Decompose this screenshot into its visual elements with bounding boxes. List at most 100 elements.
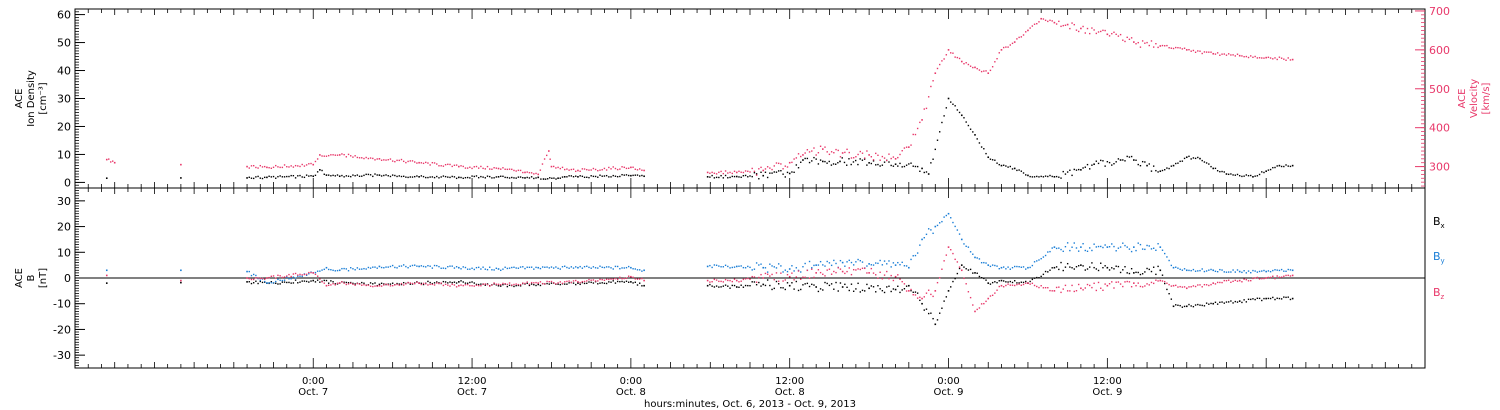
bz-point xyxy=(427,284,429,286)
bx-point xyxy=(1100,262,1102,264)
bx-point xyxy=(361,281,363,284)
bz-point xyxy=(1214,283,1217,285)
density-point xyxy=(453,176,456,178)
velocity-point xyxy=(1170,47,1173,49)
by-point xyxy=(321,269,323,271)
by-point xyxy=(555,266,557,268)
by-point xyxy=(1250,272,1252,274)
bz-point xyxy=(1089,284,1091,287)
velocity-point xyxy=(599,169,601,171)
velocity-point xyxy=(429,164,431,166)
by-point xyxy=(859,259,861,262)
bx-point xyxy=(1254,298,1256,301)
by-point xyxy=(533,268,535,270)
bz-point xyxy=(1082,289,1084,291)
velocity-point xyxy=(1106,33,1109,36)
bx-point xyxy=(1075,266,1078,268)
density-point xyxy=(325,174,328,176)
bz-point xyxy=(314,273,317,276)
density-point xyxy=(255,176,257,178)
bz-point xyxy=(1225,279,1228,282)
velocity-point xyxy=(1201,52,1203,55)
density-point xyxy=(455,177,458,180)
bx-point xyxy=(943,300,945,302)
bz-point xyxy=(264,278,266,281)
velocity-point xyxy=(861,152,864,154)
by-point xyxy=(541,266,544,268)
density-point xyxy=(614,175,617,177)
bx-point xyxy=(1007,281,1009,283)
by-point xyxy=(601,266,603,269)
bx-point xyxy=(1066,262,1069,265)
density-point xyxy=(800,161,802,163)
bx-point xyxy=(788,284,791,287)
legend-subscript: y xyxy=(1441,257,1445,265)
velocity-point xyxy=(1205,51,1208,53)
density-point xyxy=(506,176,509,179)
velocity-point xyxy=(502,167,504,169)
by-point xyxy=(1042,256,1045,258)
by-point xyxy=(1219,268,1221,271)
bz-point xyxy=(1058,286,1060,288)
by-point xyxy=(1106,246,1109,248)
density-point xyxy=(735,175,738,178)
bx-point xyxy=(925,308,928,310)
bz-point xyxy=(537,282,540,284)
bx-point xyxy=(288,281,290,284)
by-point xyxy=(755,262,758,264)
by-point xyxy=(811,267,813,269)
velocity-point xyxy=(365,156,367,159)
velocity-point xyxy=(264,165,266,168)
by-point xyxy=(1055,247,1058,250)
bz-point xyxy=(932,295,934,298)
by-point xyxy=(528,266,531,269)
bz-point xyxy=(888,277,890,280)
bz-point xyxy=(822,273,824,275)
bx-point xyxy=(872,286,875,288)
by-point xyxy=(1066,242,1069,244)
bz-point xyxy=(504,283,506,285)
bx-point xyxy=(1069,266,1071,268)
bx-point xyxy=(1042,273,1045,276)
by-point xyxy=(605,266,608,268)
bz-point xyxy=(857,268,859,270)
density-point xyxy=(374,173,376,175)
bz-point xyxy=(1033,284,1036,287)
bx-point xyxy=(1022,281,1025,284)
bx-point xyxy=(850,283,853,285)
density-point xyxy=(1119,159,1122,161)
bx-point xyxy=(314,281,317,283)
velocity-point xyxy=(775,162,778,164)
bz-point xyxy=(713,278,716,281)
bx-point xyxy=(1084,269,1086,271)
bz-point xyxy=(1175,284,1177,287)
bz-point xyxy=(447,284,449,286)
velocity-point xyxy=(1276,58,1278,61)
density-point xyxy=(791,171,793,173)
by-point xyxy=(480,268,482,270)
bz-point xyxy=(963,277,965,280)
bz-point xyxy=(462,284,464,287)
bz-point xyxy=(800,278,802,280)
velocity-point xyxy=(1234,55,1236,57)
bx-point xyxy=(422,283,425,286)
bz-point xyxy=(1179,285,1181,288)
bz-point xyxy=(1261,277,1263,280)
velocity-point xyxy=(286,165,288,168)
bz-point xyxy=(1095,289,1098,292)
by-point xyxy=(963,243,965,245)
bx-point xyxy=(1139,273,1142,276)
bx-point xyxy=(1055,266,1058,268)
by-point xyxy=(420,265,423,267)
density-point xyxy=(1168,167,1170,170)
density-point xyxy=(530,176,533,178)
density-point xyxy=(636,174,639,176)
velocity-point xyxy=(782,168,784,170)
density-point xyxy=(365,173,367,176)
velocity-point xyxy=(958,57,961,60)
by-point xyxy=(788,268,791,270)
bx-point xyxy=(773,287,775,290)
bz-point xyxy=(383,284,385,286)
bz-point xyxy=(903,283,906,285)
density-point xyxy=(1291,164,1294,167)
